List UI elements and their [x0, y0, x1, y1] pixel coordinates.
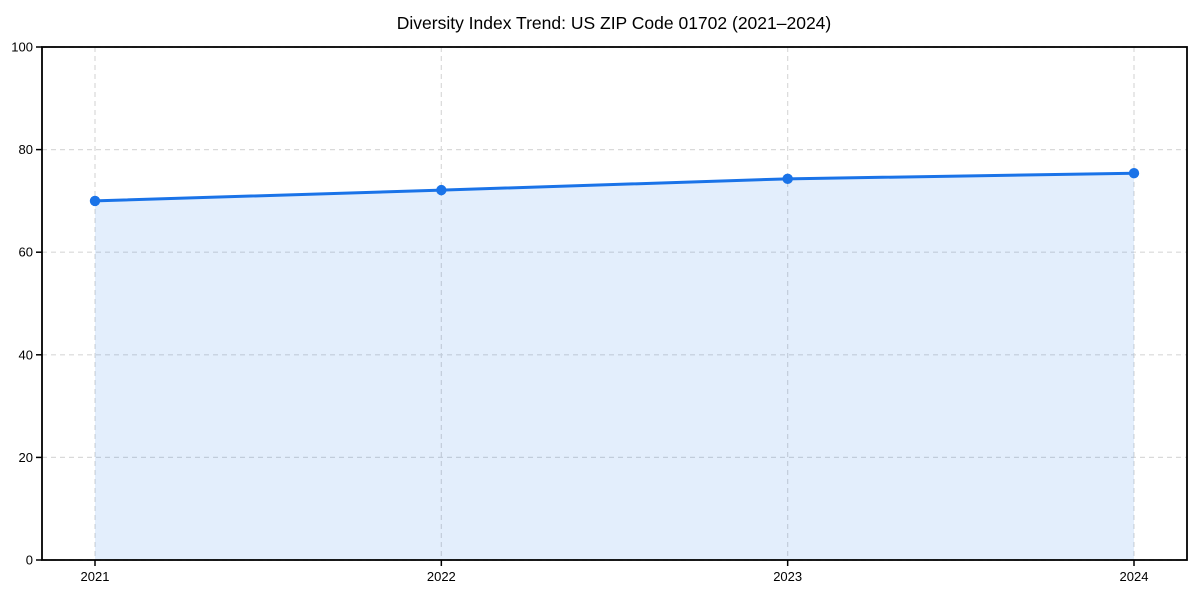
x-tick-label: 2022 — [427, 569, 456, 584]
y-tick-label: 80 — [19, 142, 33, 157]
chart-title: Diversity Index Trend: US ZIP Code 01702… — [397, 13, 832, 33]
data-point-marker — [1128, 167, 1140, 179]
area-fill — [95, 173, 1134, 560]
y-tick-label: 40 — [19, 347, 33, 362]
x-tick-label: 2024 — [1120, 569, 1149, 584]
trend-line — [93, 171, 1136, 203]
y-tick-label: 20 — [19, 450, 33, 465]
plot-frame — [41, 46, 1188, 561]
x-tick-label: 2021 — [81, 569, 110, 584]
data-point-marker — [89, 195, 101, 207]
data-point-marker — [436, 184, 447, 196]
y-tick-label: 100 — [11, 40, 33, 55]
y-tick-label: 0 — [26, 553, 33, 568]
x-tick-label: 2023 — [773, 569, 802, 584]
data-point-marker — [782, 173, 793, 185]
y-tick-label: 60 — [19, 245, 33, 260]
plot-area: 2021 2022 2023 2024 0 20 40 60 80 100 — [11, 40, 1188, 584]
